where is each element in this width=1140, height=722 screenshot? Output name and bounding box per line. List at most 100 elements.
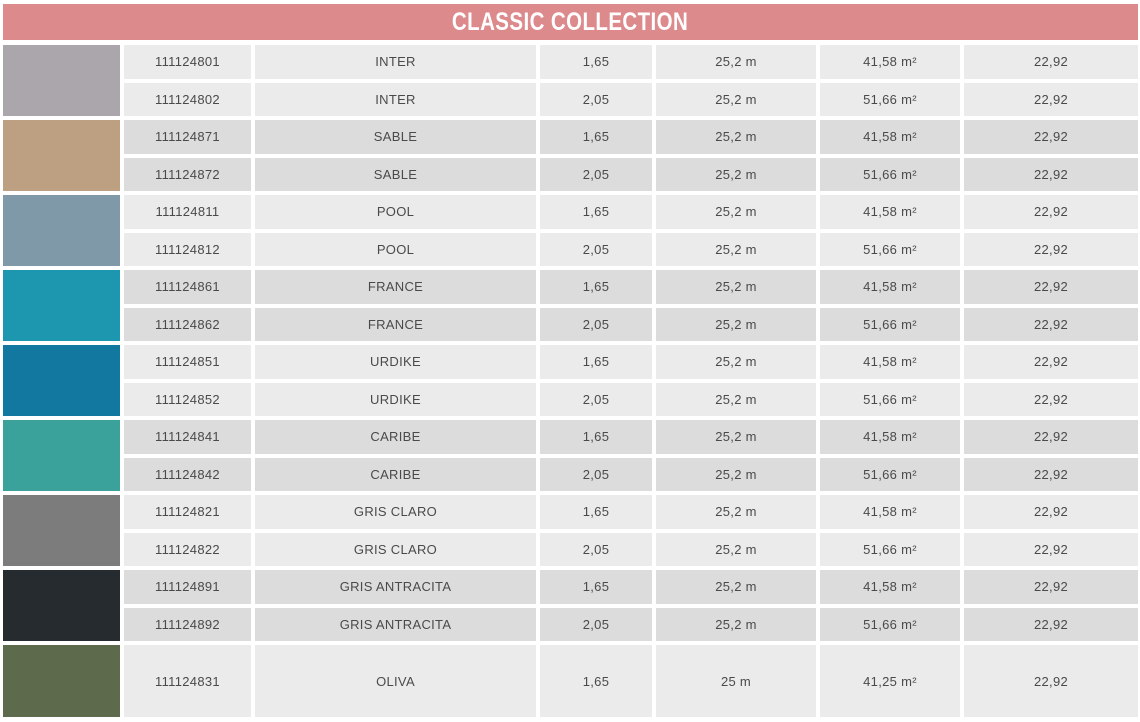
cell-area: 51,66 m² [820, 532, 960, 566]
cell-area: 41,58 m² [820, 270, 960, 304]
cell-width: 2,05 [540, 532, 652, 566]
cell-name: GRIS CLARO [255, 532, 536, 566]
cell-name: URDIKE [255, 345, 536, 379]
cell-name: INTER [255, 82, 536, 116]
cell-width: 2,05 [540, 82, 652, 116]
cell-code: 111124801 [124, 45, 251, 79]
color-swatch-pool [3, 195, 120, 266]
cell-length: 25,2 m [656, 532, 816, 566]
cell-width: 1,65 [540, 645, 652, 717]
product-group-caribe: 111124841 CARIBE 1,65 25,2 m 41,58 m² 22,92 11… [3, 420, 1138, 491]
cell-code: 111124851 [124, 345, 251, 379]
cell-price: 22,92 [964, 120, 1138, 154]
cell-price: 22,92 [964, 157, 1138, 191]
cell-code: 111124892 [124, 607, 251, 641]
cell-code: 111124861 [124, 270, 251, 304]
cell-code: 111124811 [124, 195, 251, 229]
cell-length: 25,2 m [656, 382, 816, 416]
cell-length: 25,2 m [656, 270, 816, 304]
cell-price: 22,92 [964, 607, 1138, 641]
cell-name: OLIVA [255, 645, 536, 717]
cell-code: 111124841 [124, 420, 251, 454]
cell-code: 111124862 [124, 307, 251, 341]
cell-length: 25,2 m [656, 457, 816, 491]
cell-length: 25,2 m [656, 345, 816, 379]
cell-price: 22,92 [964, 382, 1138, 416]
cell-code: 111124822 [124, 532, 251, 566]
cell-area: 41,58 m² [820, 495, 960, 529]
cell-length: 25,2 m [656, 495, 816, 529]
collection-header: CLASSIC COLLECTION [3, 4, 1138, 40]
cell-length: 25,2 m [656, 45, 816, 79]
product-group-inter: 111124801 INTER 1,65 25,2 m 41,58 m² 22,92 111… [3, 45, 1138, 116]
cell-price: 22,92 [964, 232, 1138, 266]
cell-price: 22,92 [964, 495, 1138, 529]
color-swatch-oliva [3, 645, 120, 717]
cell-price: 22,92 [964, 645, 1138, 717]
cell-length: 25 m [656, 645, 816, 717]
cell-width: 2,05 [540, 457, 652, 491]
cell-width: 2,05 [540, 607, 652, 641]
product-group-urdike: 111124851 URDIKE 1,65 25,2 m 41,58 m² 22,92 11… [3, 345, 1138, 416]
cell-price: 22,92 [964, 457, 1138, 491]
cell-width: 2,05 [540, 157, 652, 191]
product-group-oliva: 111124831 OLIVA 1,65 25 m 41,25 m² 22,92 [3, 645, 1138, 717]
cell-name: POOL [255, 195, 536, 229]
cell-width: 1,65 [540, 420, 652, 454]
product-group-france: 111124861 FRANCE 1,65 25,2 m 41,58 m² 22,92 11… [3, 270, 1138, 341]
product-group-sable: 111124871 SABLE 1,65 25,2 m 41,58 m² 22,92 111… [3, 120, 1138, 191]
cell-area: 41,58 m² [820, 570, 960, 604]
page-title: CLASSIC COLLECTION [452, 7, 689, 36]
cell-code: 111124802 [124, 82, 251, 116]
color-swatch-sable [3, 120, 120, 191]
collection-table: 111124801 INTER 1,65 25,2 m 41,58 m² 22,92 111… [3, 45, 1138, 717]
cell-area: 41,58 m² [820, 45, 960, 79]
cell-name: GRIS CLARO [255, 495, 536, 529]
cell-name: FRANCE [255, 307, 536, 341]
cell-price: 22,92 [964, 307, 1138, 341]
cell-name: SABLE [255, 157, 536, 191]
cell-length: 25,2 m [656, 82, 816, 116]
cell-name: POOL [255, 232, 536, 266]
cell-name: FRANCE [255, 270, 536, 304]
cell-area: 41,25 m² [820, 645, 960, 717]
color-swatch-inter [3, 45, 120, 116]
cell-price: 22,92 [964, 195, 1138, 229]
cell-width: 1,65 [540, 570, 652, 604]
cell-area: 51,66 m² [820, 82, 960, 116]
cell-length: 25,2 m [656, 157, 816, 191]
cell-name: CARIBE [255, 420, 536, 454]
cell-price: 22,92 [964, 345, 1138, 379]
cell-width: 1,65 [540, 45, 652, 79]
cell-area: 41,58 m² [820, 420, 960, 454]
cell-code: 111124831 [124, 645, 251, 717]
cell-width: 1,65 [540, 120, 652, 154]
cell-code: 111124842 [124, 457, 251, 491]
cell-name: GRIS ANTRACITA [255, 607, 536, 641]
cell-price: 22,92 [964, 570, 1138, 604]
cell-area: 51,66 m² [820, 457, 960, 491]
color-swatch-caribe [3, 420, 120, 491]
cell-width: 1,65 [540, 270, 652, 304]
cell-price: 22,92 [964, 45, 1138, 79]
color-swatch-france [3, 270, 120, 341]
cell-area: 51,66 m² [820, 157, 960, 191]
cell-name: URDIKE [255, 382, 536, 416]
cell-area: 51,66 m² [820, 307, 960, 341]
cell-length: 25,2 m [656, 195, 816, 229]
cell-width: 2,05 [540, 382, 652, 416]
cell-price: 22,92 [964, 532, 1138, 566]
color-swatch-gris-antracita [3, 570, 120, 641]
cell-code: 111124821 [124, 495, 251, 529]
cell-price: 22,92 [964, 420, 1138, 454]
color-swatch-gris-claro [3, 495, 120, 566]
cell-code: 111124871 [124, 120, 251, 154]
cell-code: 111124852 [124, 382, 251, 416]
cell-area: 41,58 m² [820, 345, 960, 379]
cell-name: SABLE [255, 120, 536, 154]
cell-name: CARIBE [255, 457, 536, 491]
cell-code: 111124812 [124, 232, 251, 266]
cell-length: 25,2 m [656, 570, 816, 604]
cell-length: 25,2 m [656, 420, 816, 454]
